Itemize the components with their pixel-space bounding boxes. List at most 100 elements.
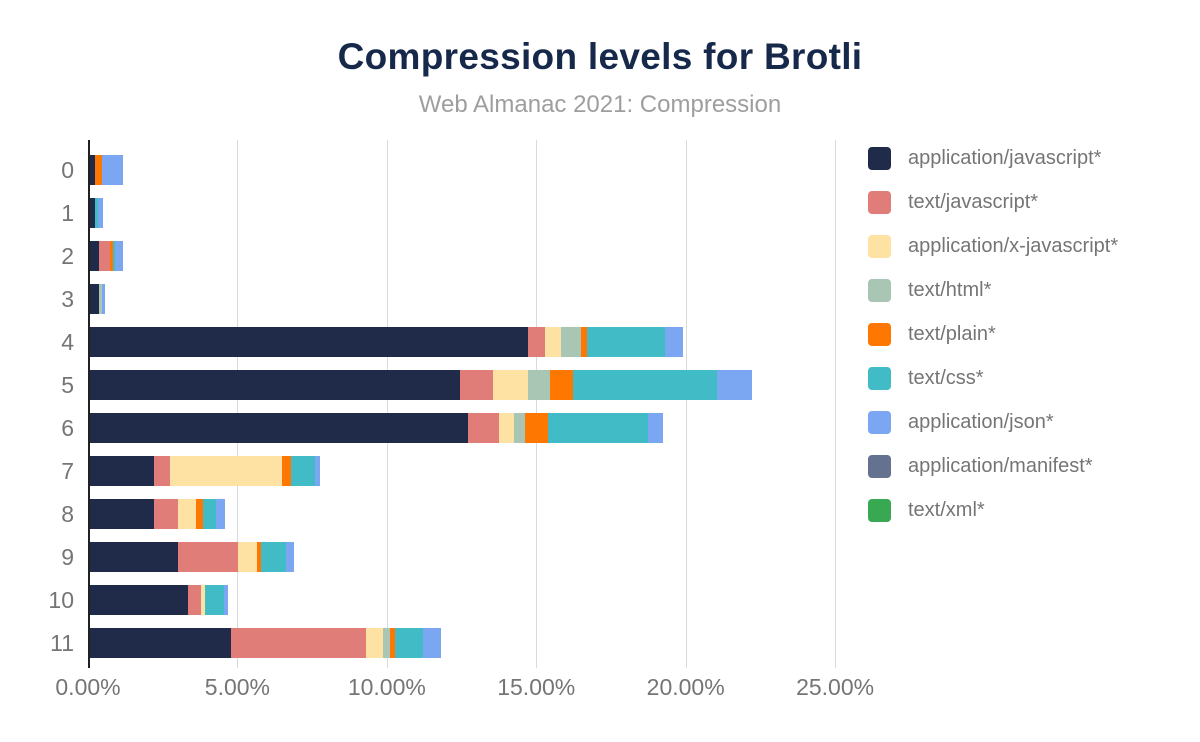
bar-segment-application-json[interactable]	[97, 198, 103, 228]
legend-swatch-icon	[868, 322, 891, 346]
bar-segment-text-html[interactable]	[513, 413, 526, 443]
legend-item-text-plain: text/plain*	[868, 322, 1118, 346]
bar-segment-text-html[interactable]	[99, 284, 103, 314]
legend-label: text/html*	[908, 278, 992, 301]
bar-segment-text-css[interactable]	[586, 327, 665, 357]
bar-level-5	[88, 370, 752, 400]
bar-segment-application-javascript[interactable]	[88, 628, 232, 658]
y-axis-label-level-4: 4	[61, 329, 74, 355]
bar-segment-application-json[interactable]	[285, 542, 294, 572]
bar-level-0	[88, 155, 123, 185]
legend-swatch-icon	[868, 366, 891, 390]
bar-segment-text-javascript[interactable]	[177, 542, 238, 572]
chart-legend: application/javascript* text/javascript* a…	[868, 146, 1118, 542]
legend-swatch-icon	[868, 498, 891, 522]
legend-label: application/manifest*	[908, 454, 1093, 477]
bar-segment-application-json[interactable]	[102, 155, 123, 185]
y-axis-label-level-9: 9	[61, 544, 74, 570]
legend-item-text-javascript: text/javascript*	[868, 190, 1118, 214]
bar-segment-application-javascript[interactable]	[88, 155, 95, 185]
chart-title: Compression levels for Brotli	[337, 36, 863, 77]
y-axis-label-level-6: 6	[61, 415, 74, 441]
bar-segment-application-json[interactable]	[224, 585, 229, 615]
bar-segment-application-json[interactable]	[102, 284, 106, 314]
bar-segment-application-javascript[interactable]	[88, 327, 529, 357]
legend-label: text/xml*	[908, 498, 985, 521]
bar-segment-text-plain[interactable]	[196, 499, 203, 529]
legend-label: application/json*	[908, 410, 1054, 433]
x-gridline	[536, 140, 538, 668]
bar-segment-application-json[interactable]	[423, 628, 441, 658]
bar-segment-text-css[interactable]	[290, 456, 316, 486]
bar-segment-text-css[interactable]	[572, 370, 717, 400]
bar-segment-application-x-javascript[interactable]	[200, 585, 206, 615]
legend-item-application-json: application/json*	[868, 410, 1118, 434]
bar-segment-text-plain[interactable]	[94, 155, 103, 185]
bar-segment-text-html[interactable]	[561, 327, 581, 357]
bar-segment-text-css[interactable]	[548, 413, 649, 443]
bar-segment-text-javascript[interactable]	[459, 370, 493, 400]
legend-item-application-manifest: application/manifest*	[868, 454, 1118, 478]
bar-segment-text-plain[interactable]	[525, 413, 549, 443]
bar-segment-text-plain[interactable]	[580, 327, 587, 357]
bar-segment-text-plain[interactable]	[549, 370, 573, 400]
legend-item-application-javascript: application/javascript*	[868, 146, 1118, 170]
bar-segment-application-json[interactable]	[315, 456, 321, 486]
bar-segment-text-plain[interactable]	[390, 628, 396, 658]
bar-segment-application-json[interactable]	[216, 499, 226, 529]
bar-level-4	[88, 327, 684, 357]
bar-segment-text-javascript[interactable]	[528, 327, 545, 357]
bar-segment-application-x-javascript[interactable]	[544, 327, 562, 357]
bar-segment-application-javascript[interactable]	[88, 542, 178, 572]
y-axis-label-level-2: 2	[61, 243, 74, 269]
bar-segment-application-javascript[interactable]	[88, 241, 100, 271]
bar-segment-text-css[interactable]	[205, 585, 225, 615]
legend-item-text-xml: text/xml*	[868, 498, 1118, 522]
bar-segment-text-javascript[interactable]	[231, 628, 366, 658]
bar-segment-application-javascript[interactable]	[88, 456, 155, 486]
bar-segment-text-javascript[interactable]	[99, 241, 111, 271]
x-gridline	[386, 140, 388, 668]
bar-segment-application-json[interactable]	[665, 327, 684, 357]
bar-segment-text-plain[interactable]	[110, 241, 114, 271]
bar-segment-application-x-javascript[interactable]	[492, 370, 528, 400]
bar-segment-application-javascript[interactable]	[88, 198, 95, 228]
legend-swatch-icon	[868, 278, 891, 302]
bar-segment-text-plain[interactable]	[281, 456, 291, 486]
legend-item-application-x-javascript: application/x-javascript*	[868, 234, 1118, 258]
bar-segment-text-javascript[interactable]	[188, 585, 201, 615]
bar-segment-application-json[interactable]	[114, 241, 123, 271]
bar-segment-text-javascript[interactable]	[468, 413, 500, 443]
legend-label: application/javascript*	[908, 146, 1102, 169]
legend-label: text/css*	[908, 366, 984, 389]
bar-segment-application-x-javascript[interactable]	[365, 628, 383, 658]
bar-segment-application-javascript[interactable]	[88, 499, 155, 529]
bar-segment-text-html[interactable]	[527, 370, 550, 400]
legend-label: application/x-javascript*	[908, 234, 1119, 257]
bar-segment-application-javascript[interactable]	[88, 413, 469, 443]
bar-segment-application-x-javascript[interactable]	[169, 456, 282, 486]
bar-segment-application-javascript[interactable]	[88, 585, 189, 615]
x-axis-tick-label: 5.00%	[204, 674, 271, 700]
bar-segment-application-json[interactable]	[716, 370, 752, 400]
bar-segment-text-javascript[interactable]	[154, 499, 178, 529]
bar-segment-text-plain[interactable]	[256, 542, 261, 572]
bar-segment-application-javascript[interactable]	[88, 284, 100, 314]
bar-segment-text-css[interactable]	[203, 499, 217, 529]
bar-segment-application-json[interactable]	[648, 413, 663, 443]
bar-segment-application-x-javascript[interactable]	[499, 413, 514, 443]
bar-segment-text-javascript[interactable]	[154, 456, 170, 486]
bar-segment-application-javascript[interactable]	[88, 370, 460, 400]
bar-level-2	[88, 241, 123, 271]
chart-subtitle: Web Almanac 2021: Compression	[418, 91, 782, 118]
legend-label: text/javascript*	[908, 190, 1039, 213]
bar-segment-application-x-javascript[interactable]	[237, 542, 257, 572]
bar-segment-text-css[interactable]	[260, 542, 286, 572]
bar-segment-text-css[interactable]	[395, 628, 424, 658]
bar-segment-application-x-javascript[interactable]	[177, 499, 197, 529]
bar-level-3	[88, 284, 106, 314]
bar-segment-text-css[interactable]	[113, 241, 115, 271]
bar-segment-text-html[interactable]	[382, 628, 391, 658]
bar-segment-text-css[interactable]	[94, 198, 98, 228]
